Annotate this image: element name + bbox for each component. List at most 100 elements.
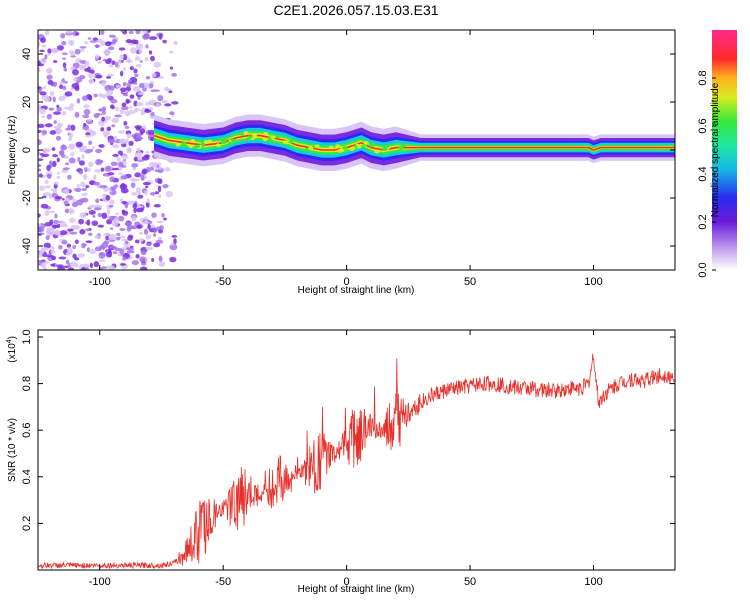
- noise-speckle: [97, 224, 105, 228]
- snr-multiplier-close: ): [7, 336, 18, 339]
- ridge-blob: [188, 144, 194, 149]
- noise-speckle: [69, 231, 78, 235]
- noise-speckle: [127, 235, 133, 241]
- noise-speckle: [151, 258, 155, 263]
- snr-x-tick-label: 0: [344, 576, 350, 588]
- noise-speckle: [124, 110, 131, 117]
- noise-speckle: [53, 229, 61, 236]
- noise-speckle: [67, 228, 74, 232]
- noise-speckle: [61, 240, 68, 245]
- noise-speckle: [121, 257, 127, 261]
- noise-speckle: [110, 227, 114, 230]
- noise-speckle: [83, 243, 87, 247]
- noise-speckle: [107, 172, 115, 176]
- noise-speckle: [99, 185, 108, 189]
- noise-speckle: [88, 78, 95, 85]
- noise-speckle: [151, 162, 158, 168]
- noise-speckle: [118, 130, 125, 134]
- noise-speckle: [115, 212, 119, 216]
- noise-speckle: [135, 187, 141, 193]
- noise-speckle: [125, 39, 133, 44]
- noise-speckle: [101, 110, 106, 116]
- noise-speckle: [38, 223, 42, 227]
- noise-speckle: [93, 93, 98, 98]
- ridge-blob: [342, 146, 348, 150]
- noise-speckle: [38, 139, 42, 146]
- noise-speckle: [79, 64, 85, 71]
- noise-speckle: [101, 212, 108, 219]
- snr-y-tick-label: 0.2: [21, 516, 33, 531]
- ridge-blob: [247, 135, 253, 139]
- noise-speckle: [146, 198, 150, 204]
- noise-speckle: [68, 133, 74, 138]
- noise-speckle: [151, 72, 157, 78]
- noise-speckle: [90, 148, 94, 152]
- noise-speckle: [61, 198, 65, 201]
- ridge-blob: [294, 146, 300, 151]
- noise-speckle: [47, 79, 54, 85]
- noise-speckle: [113, 184, 119, 188]
- noise-speckle: [105, 165, 112, 172]
- noise-speckle: [51, 255, 57, 261]
- noise-speckle: [158, 33, 163, 40]
- noise-speckle: [144, 190, 148, 196]
- noise-speckle: [70, 87, 74, 91]
- noise-speckle: [101, 81, 106, 87]
- noise-speckle: [126, 200, 135, 205]
- noise-speckle: [129, 94, 135, 99]
- noise-speckle: [80, 48, 85, 52]
- noise-speckle: [38, 123, 45, 128]
- noise-speckle: [124, 125, 130, 129]
- noise-speckle: [82, 114, 90, 119]
- noise-speckle: [118, 172, 123, 175]
- noise-speckle: [38, 213, 41, 218]
- noise-speckle: [92, 146, 96, 149]
- noise-speckle: [38, 168, 42, 172]
- noise-speckle: [85, 240, 93, 244]
- noise-speckle: [99, 108, 103, 112]
- noise-speckle: [73, 77, 78, 83]
- noise-speckle: [66, 243, 71, 248]
- noise-speckle: [173, 238, 177, 245]
- noise-speckle: [125, 98, 130, 104]
- noise-speckle: [112, 234, 117, 241]
- noise-speckle: [62, 62, 67, 69]
- noise-speckle: [152, 228, 158, 232]
- snr-multiplier: (x104): [6, 336, 18, 363]
- noise-speckle: [62, 57, 67, 60]
- noise-speckle: [121, 102, 127, 107]
- noise-speckle: [108, 85, 115, 91]
- noise-speckle: [74, 48, 81, 55]
- noise-speckle: [100, 127, 105, 132]
- noise-speckle: [130, 39, 137, 44]
- noise-speckle: [92, 214, 96, 218]
- noise-speckle: [100, 167, 105, 172]
- noise-speckle: [107, 46, 115, 51]
- noise-speckle: [121, 209, 126, 214]
- noise-speckle: [158, 194, 162, 198]
- noise-speckle: [103, 240, 110, 245]
- noise-speckle: [63, 224, 69, 228]
- noise-speckle: [137, 92, 145, 96]
- noise-speckle: [116, 236, 121, 241]
- ridge-blob: [251, 133, 257, 137]
- noise-speckle: [88, 140, 93, 146]
- noise-speckle: [69, 217, 76, 224]
- noise-speckle: [138, 231, 144, 235]
- spectrogram-x-ticks: -100 -50 0 50 100: [89, 30, 603, 288]
- noise-speckle: [105, 59, 112, 65]
- noise-speckle: [83, 123, 87, 127]
- noise-speckle: [74, 85, 80, 91]
- noise-speckle: [148, 50, 153, 55]
- noise-speckle: [164, 167, 171, 172]
- noise-speckle: [144, 154, 150, 159]
- noise-speckle: [171, 235, 178, 238]
- noise-speckle: [38, 60, 42, 66]
- noise-speckle: [139, 256, 146, 262]
- noise-speckle: [145, 151, 150, 154]
- noise-speckle: [69, 102, 75, 108]
- noise-speckle: [141, 30, 148, 35]
- noise-speckle: [70, 151, 75, 157]
- noise-speckle: [106, 210, 111, 215]
- noise-speckle: [69, 143, 75, 147]
